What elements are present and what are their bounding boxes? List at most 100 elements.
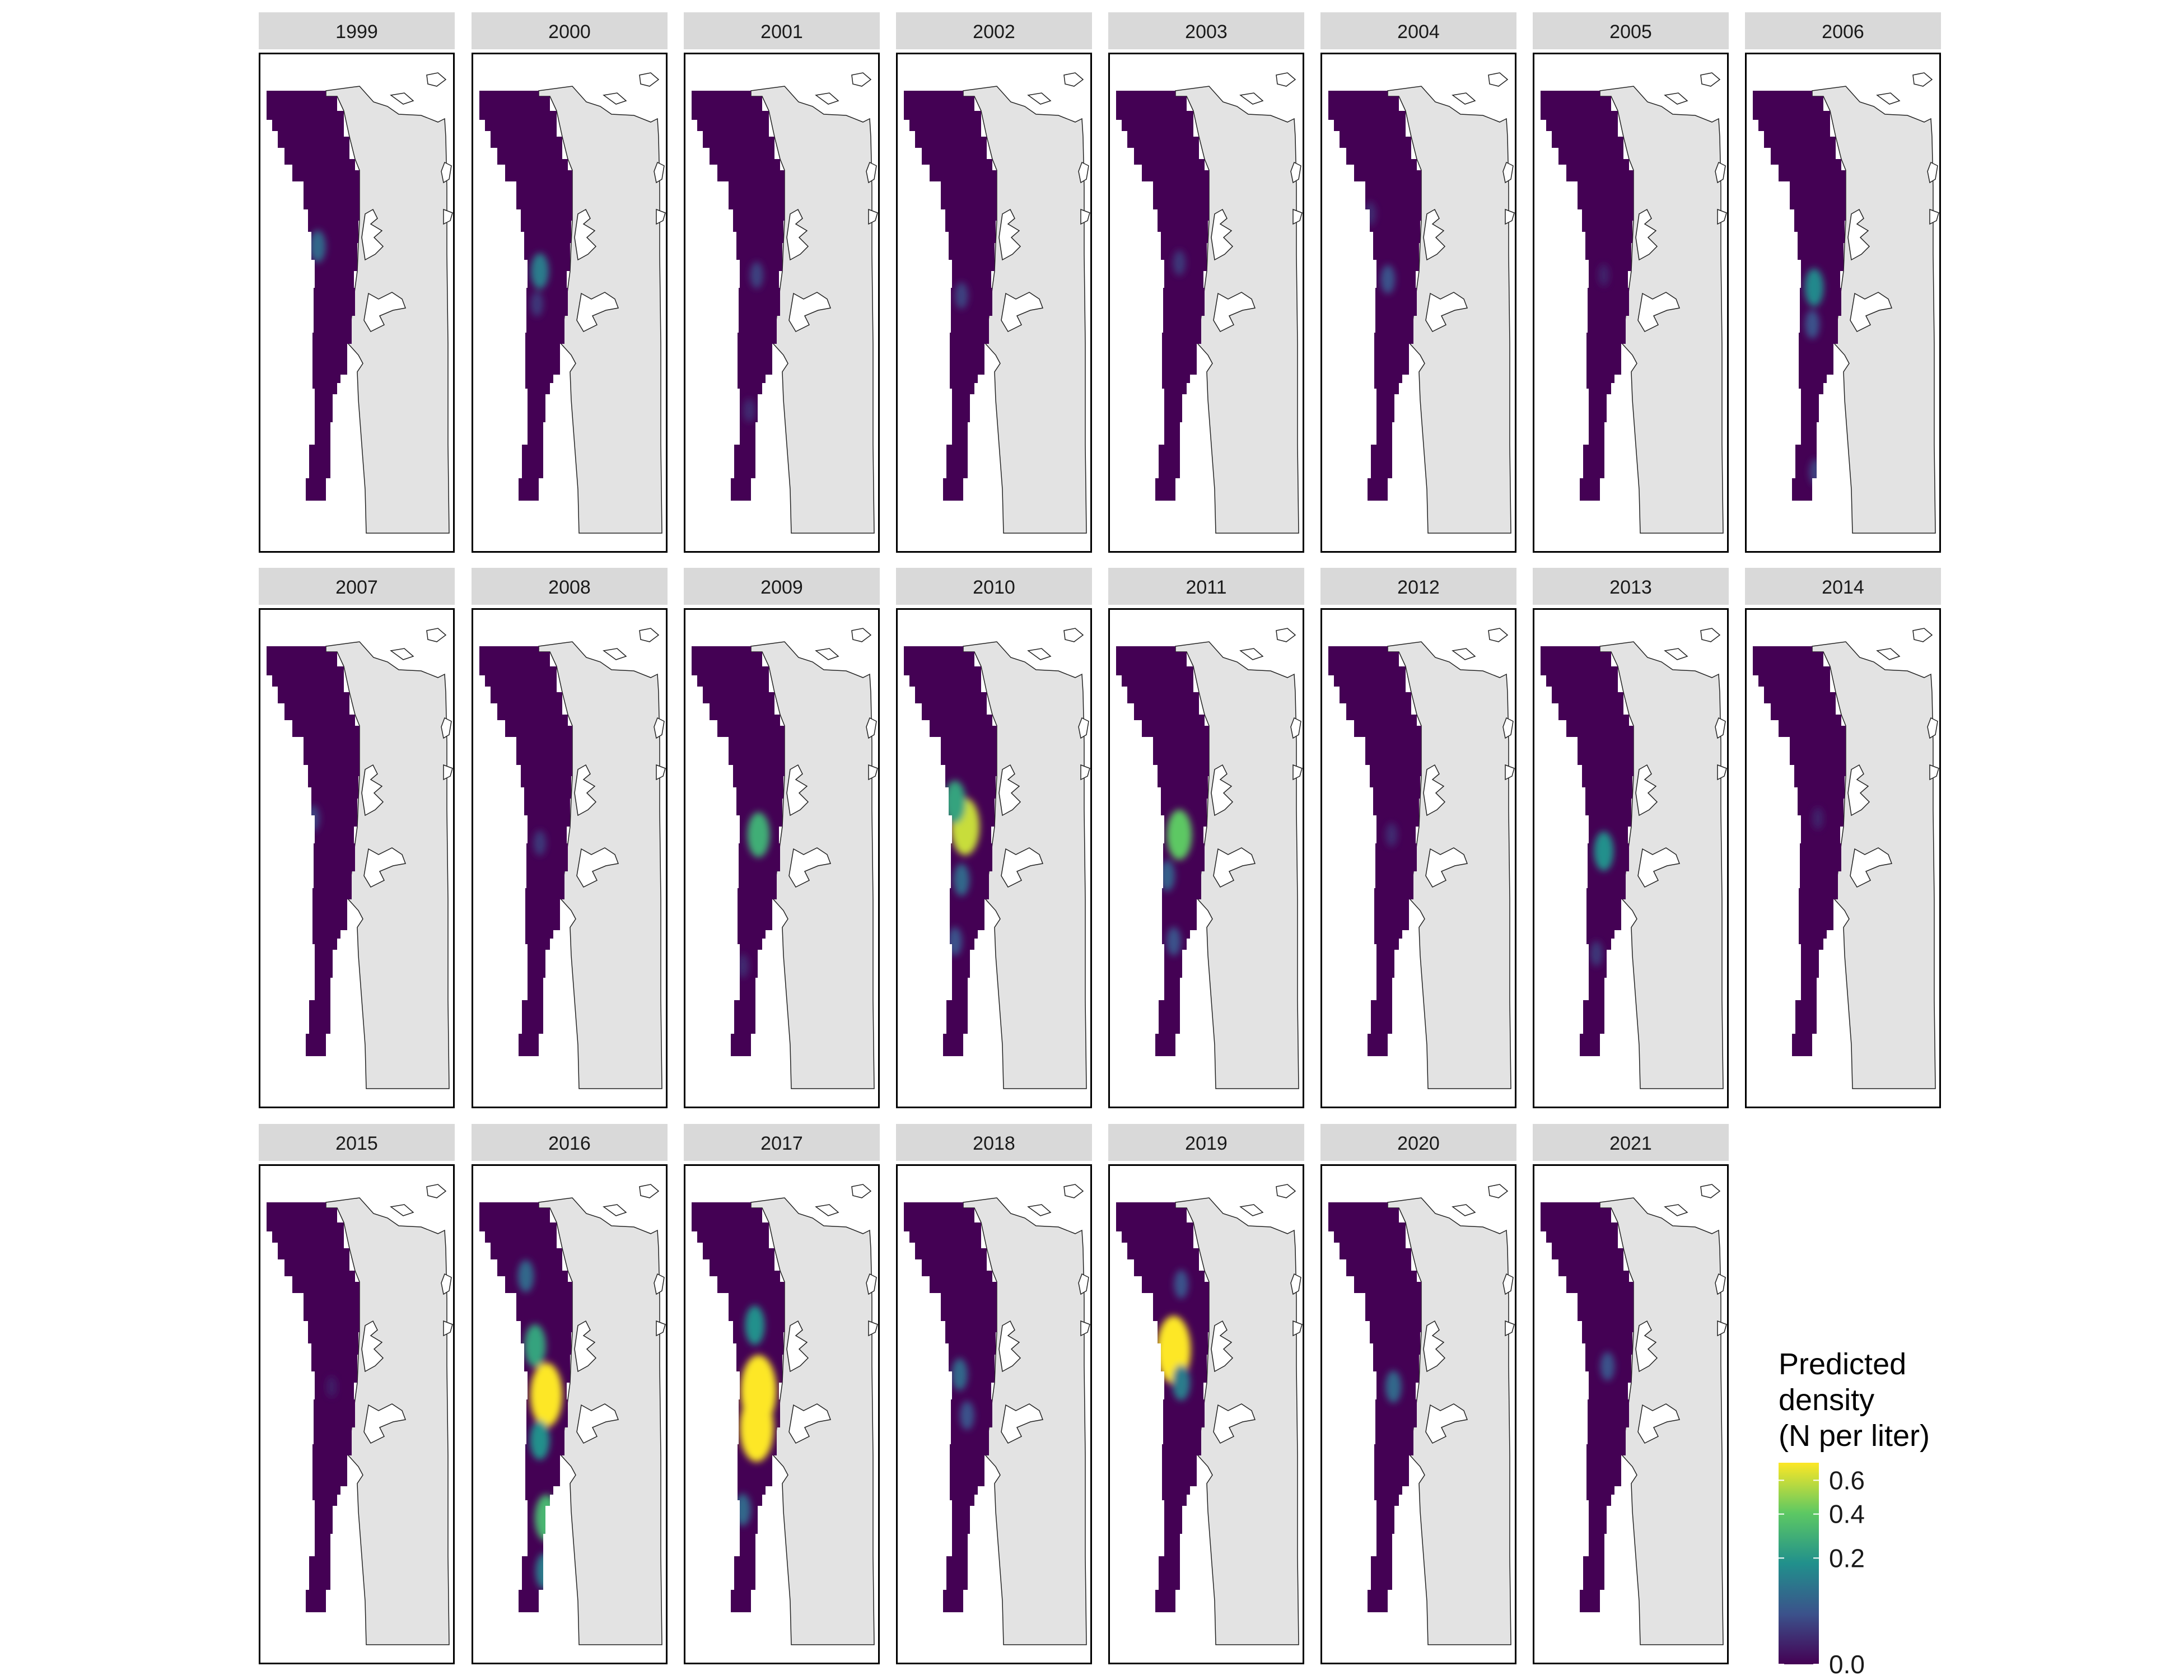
- facet-strip-label: 2004: [1397, 21, 1440, 43]
- panel-border: [896, 53, 1092, 553]
- coastline-detail: [654, 1273, 665, 1295]
- hotspot-layer: [530, 253, 549, 317]
- facet-strip-label: 2009: [760, 577, 803, 598]
- coastline-detail: [1276, 1184, 1296, 1198]
- ocean-density-base: [267, 646, 360, 1056]
- facet-plot-area: [896, 53, 1092, 553]
- density-hotspot: [1166, 809, 1192, 860]
- coastline-detail: [788, 292, 832, 332]
- density-hotspot: [750, 262, 764, 289]
- coastline-detail: [1290, 717, 1301, 739]
- hotspot-layer: [533, 830, 547, 856]
- coastline-detail: [1715, 717, 1726, 739]
- ocean-density-base: [1541, 1202, 1634, 1612]
- coastline-detail: [1211, 764, 1234, 816]
- density-hotspot: [524, 1324, 546, 1368]
- legend-tick-label: 0.2: [1829, 1543, 1865, 1572]
- ocean-density-base: [1753, 91, 1846, 501]
- panel-border: [259, 53, 455, 553]
- ocean-density-base: [1328, 91, 1421, 501]
- coastline-detail: [1080, 764, 1090, 781]
- ocean-density-base: [1116, 646, 1209, 1056]
- density-field: [904, 646, 997, 1056]
- density-hotspot: [1385, 1370, 1402, 1403]
- ocean-density-base: [479, 91, 572, 501]
- coastline-detail: [656, 208, 666, 225]
- density-hotspot: [1594, 831, 1614, 871]
- facet-plot-area: [1108, 1164, 1304, 1664]
- hotspot-layer: [955, 282, 968, 309]
- facet-strip: [896, 1124, 1092, 1161]
- coastline-detail: [1876, 648, 1901, 660]
- facet-strip-label: 1999: [335, 21, 378, 43]
- facet-panel-2020: 2020: [1320, 1124, 1516, 1664]
- density-hotspot: [955, 282, 968, 309]
- coastline-detail: [1211, 1320, 1234, 1373]
- facet-strip-label: 2017: [760, 1133, 803, 1154]
- coastline-detail: [1637, 292, 1681, 332]
- coastline-detail: [1637, 1403, 1681, 1444]
- legend-ticks: 0.6 0.4 0.2 0.0: [1779, 1466, 1865, 1679]
- coastline-detail: [1001, 292, 1044, 332]
- facet-plot-area: [896, 1164, 1092, 1664]
- panel-border: [1320, 608, 1516, 1108]
- density-hotspot: [530, 1420, 550, 1460]
- facet-panel-2019: 2019: [1108, 1124, 1304, 1664]
- density-hotspot: [309, 230, 326, 263]
- panel-border: [472, 1164, 668, 1664]
- coastline-detail: [1063, 1184, 1084, 1198]
- density-field: [1328, 646, 1421, 1056]
- facet-strip: [1320, 12, 1516, 49]
- facet-strip: [896, 12, 1092, 49]
- coastline-detail: [1850, 292, 1893, 332]
- coastline-detail: [1001, 1403, 1044, 1444]
- coastline-detail: [361, 764, 384, 816]
- coastline-detail: [1488, 628, 1509, 642]
- density-hotspot: [1166, 927, 1181, 956]
- coastline-detail: [1927, 161, 1938, 184]
- coastline-detail: [1637, 847, 1681, 888]
- coastline-detail: [1635, 208, 1658, 261]
- panel-border: [1745, 608, 1941, 1108]
- coastline-detail: [866, 1273, 877, 1295]
- coastline-detail: [1929, 764, 1939, 781]
- facet-panel-2008: 2008: [472, 568, 668, 1108]
- panel-border: [472, 53, 668, 553]
- facet-strip: [259, 568, 455, 605]
- facet-strip: [1533, 568, 1729, 605]
- facet-strip: [896, 568, 1092, 605]
- facet-panel-2009: 2009: [684, 568, 880, 1108]
- facet-plot-area: [1533, 1164, 1729, 1664]
- coastline-detail: [390, 1204, 414, 1216]
- density-hotspot: [745, 1305, 765, 1345]
- hotspot-layer: [1600, 1352, 1615, 1381]
- facet-plot-area: [1320, 1164, 1516, 1664]
- panel-border: [1745, 53, 1941, 553]
- facet-panels: 1999 2000 2001 2002 2003 2004 2005 2006 2007 2008…: [259, 12, 1941, 1664]
- density-field: [1753, 646, 1846, 1056]
- facet-strip-label: 2001: [760, 21, 803, 43]
- hotspot-layer: [1598, 264, 1609, 287]
- facet-strip-label: 2018: [973, 1133, 1015, 1154]
- facet-strip-label: 2020: [1397, 1133, 1440, 1154]
- density-hotspot: [944, 780, 966, 824]
- coastline-detail: [426, 628, 447, 642]
- facet-strip-label: 2008: [548, 577, 591, 598]
- density-field: [1116, 1202, 1209, 1612]
- legend-tick-label: 0.4: [1829, 1500, 1865, 1529]
- coastline-detail: [603, 1204, 627, 1216]
- coastline-detail: [1700, 1184, 1721, 1198]
- ocean-density-base: [692, 1202, 785, 1612]
- facet-plot-area: [259, 1164, 455, 1664]
- panel-border: [684, 53, 880, 553]
- coastline-detail: [998, 1320, 1021, 1373]
- facet-strip: [472, 568, 668, 605]
- hotspot-layer: [309, 230, 326, 263]
- coastline-detail: [441, 161, 452, 184]
- density-hotspot: [533, 830, 547, 856]
- coastline-detail: [603, 648, 627, 660]
- facet-panel-2017: 2017: [684, 1124, 880, 1664]
- facet-panel-2010: 2010: [896, 568, 1092, 1108]
- coastline-detail: [786, 208, 809, 261]
- coastline-detail: [998, 208, 1021, 261]
